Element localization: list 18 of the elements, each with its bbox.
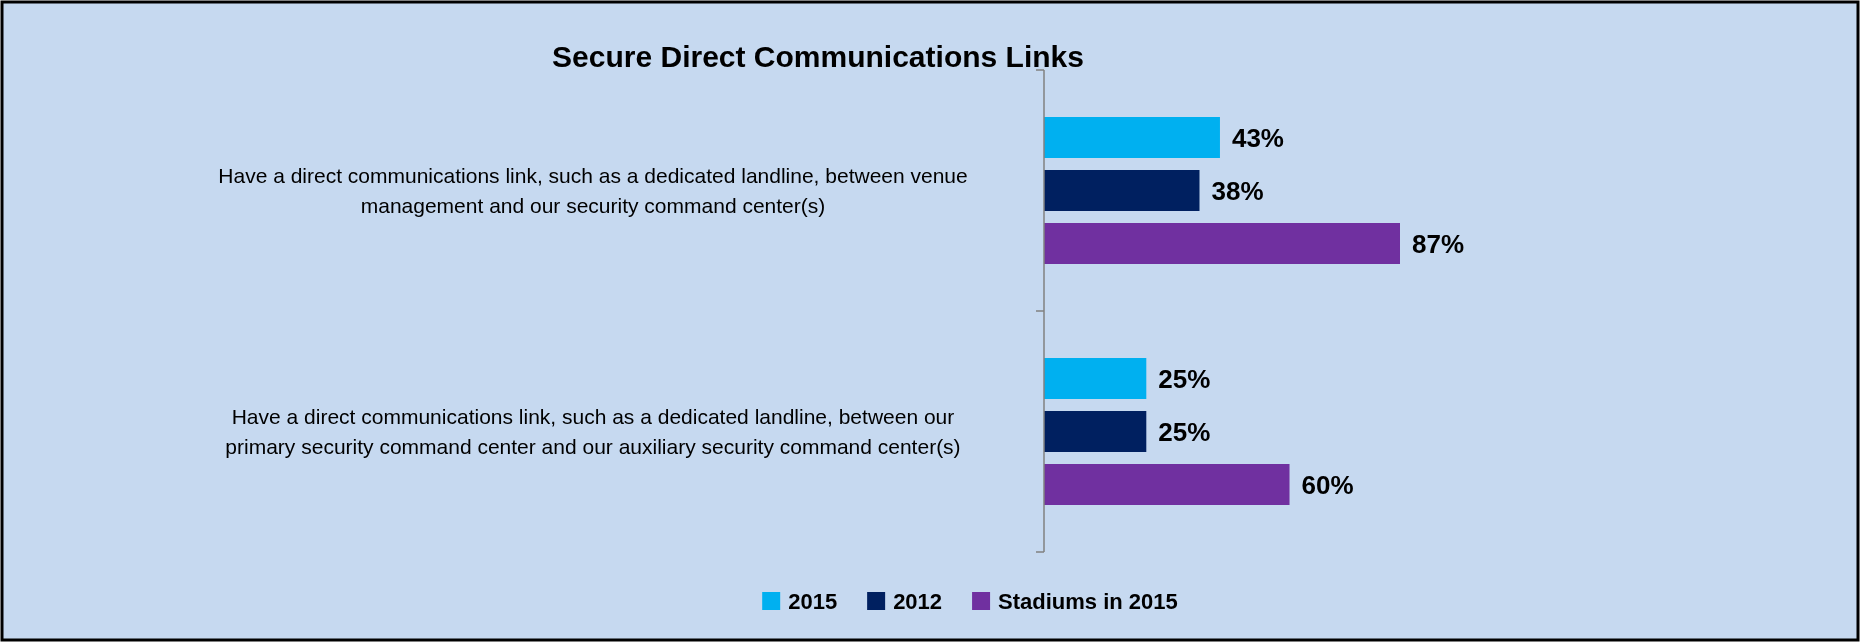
data-label: 38% [1211, 175, 1264, 206]
bar [1044, 411, 1147, 452]
data-label: 87% [1412, 228, 1465, 259]
y-tick-label: Have a direct communications link, such as a dedicated landline, between venue management and our security command center(s) [218, 164, 968, 217]
data-label: 60% [1301, 469, 1354, 500]
bar [1044, 117, 1220, 158]
data-label: 25% [1158, 416, 1211, 447]
data-label: 25% [1158, 363, 1211, 394]
bar [1044, 223, 1400, 264]
legend-label: 2012 [893, 588, 943, 614]
legend-label: 2015 [788, 588, 838, 614]
bar [1044, 358, 1147, 399]
data-label: 43% [1231, 122, 1284, 153]
chart-title: Secure Direct Communications Links [552, 39, 1084, 73]
legend-label: Stadiums in 2015 [998, 588, 1178, 614]
y-tick-label: Have a direct communications link, such as a dedicated landline, between our primary security command center and our auxiliary security command center(s) [225, 405, 961, 458]
bar [1044, 170, 1200, 211]
bar [1044, 464, 1290, 505]
